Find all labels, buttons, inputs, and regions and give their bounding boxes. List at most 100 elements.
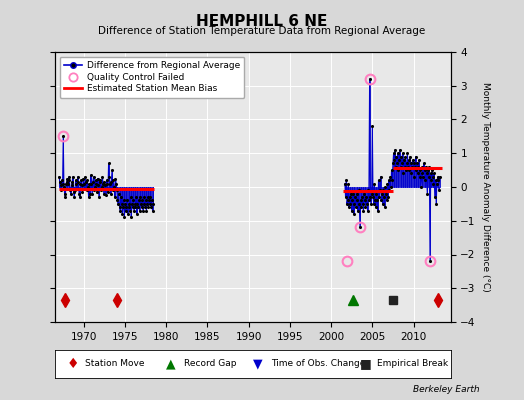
Point — [148, 197, 156, 204]
Point — [86, 172, 95, 178]
Point — [89, 174, 97, 180]
Point — [409, 160, 418, 166]
Point — [100, 190, 108, 197]
Point — [368, 123, 377, 130]
Point — [376, 174, 385, 180]
Point — [380, 204, 389, 210]
Point — [81, 174, 90, 180]
Point — [352, 190, 361, 197]
Point — [360, 190, 368, 197]
Point — [125, 204, 134, 210]
Text: Station Move: Station Move — [85, 360, 144, 368]
Point — [61, 194, 70, 200]
Point — [138, 197, 146, 204]
Point — [365, 197, 373, 204]
Point — [413, 170, 422, 177]
Point — [353, 197, 362, 204]
Point — [62, 180, 70, 187]
Point — [146, 201, 154, 207]
Point — [70, 194, 79, 200]
Point — [361, 197, 369, 204]
Point — [82, 187, 91, 194]
Point — [113, 187, 121, 194]
Point — [365, 76, 374, 82]
Point — [345, 194, 354, 200]
Point — [139, 208, 147, 214]
Point — [67, 182, 75, 188]
Point — [398, 150, 407, 156]
Point — [68, 179, 77, 185]
Point — [343, 197, 352, 204]
Point — [90, 187, 99, 194]
Point — [351, 194, 359, 200]
Point — [95, 194, 103, 200]
Point — [369, 194, 377, 200]
Point — [109, 177, 117, 184]
Point — [389, 150, 398, 156]
Point — [358, 201, 367, 207]
Point — [94, 182, 103, 188]
Point — [402, 167, 410, 173]
Point — [133, 211, 141, 217]
Point — [60, 184, 68, 190]
Point — [130, 201, 139, 207]
Point — [429, 174, 437, 180]
Point — [136, 194, 144, 200]
Point — [105, 174, 113, 180]
Point — [423, 190, 431, 197]
Point — [55, 174, 63, 180]
Point — [75, 190, 83, 197]
Point — [344, 180, 353, 187]
Point — [135, 208, 144, 214]
Point — [421, 177, 430, 184]
Point — [387, 167, 396, 173]
Point — [385, 187, 394, 194]
Point — [80, 180, 88, 187]
Point — [135, 197, 143, 204]
Point — [133, 201, 141, 207]
Point — [127, 214, 135, 220]
Point — [345, 204, 353, 210]
Point — [408, 164, 417, 170]
Point — [381, 184, 389, 190]
Point — [416, 174, 424, 180]
Point — [134, 204, 143, 210]
Point — [400, 164, 409, 170]
Text: Record Gap: Record Gap — [183, 360, 236, 368]
Point — [431, 194, 439, 200]
Point — [435, 174, 444, 180]
Point — [64, 180, 72, 187]
Point — [92, 180, 101, 187]
Point — [129, 197, 137, 204]
Point — [375, 194, 384, 200]
Point — [389, 160, 397, 166]
Point — [103, 180, 112, 187]
Point — [374, 208, 382, 214]
Point — [119, 197, 128, 204]
Point — [86, 190, 94, 197]
Point — [121, 201, 129, 207]
Point — [362, 204, 370, 210]
Text: HEMPHILL 6 NE: HEMPHILL 6 NE — [196, 14, 328, 29]
Point — [382, 190, 390, 197]
Point — [107, 179, 115, 185]
Point — [354, 208, 362, 214]
Point — [341, 180, 349, 187]
Point — [388, 177, 397, 184]
Point — [428, 167, 436, 173]
Point — [114, 201, 123, 207]
Point — [386, 174, 395, 180]
Point — [383, 180, 391, 187]
Point — [75, 194, 84, 200]
Point — [108, 167, 116, 173]
Point — [96, 177, 105, 184]
Point — [413, 160, 421, 166]
Point — [384, 194, 392, 200]
Point — [117, 194, 125, 200]
Point — [433, 174, 442, 180]
Point — [397, 154, 406, 160]
Point — [57, 187, 65, 194]
Point — [89, 179, 97, 185]
Text: ♦: ♦ — [67, 357, 80, 371]
Point — [399, 170, 408, 177]
